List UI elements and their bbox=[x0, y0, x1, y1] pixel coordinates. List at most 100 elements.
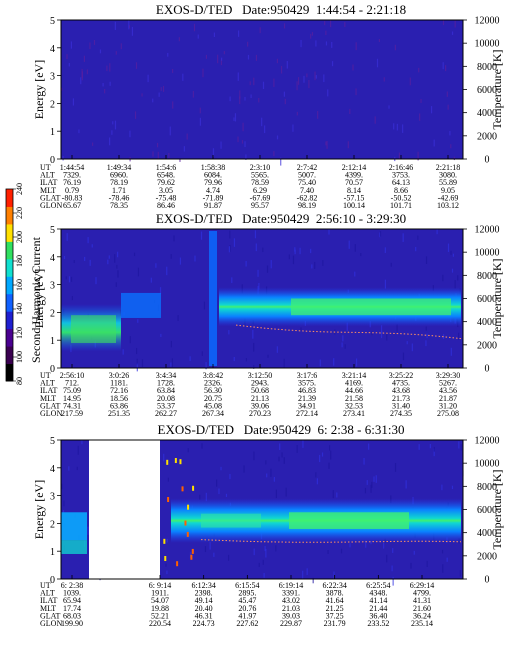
ephemeris-cell: 63.84 bbox=[157, 386, 175, 395]
heatmap-texture bbox=[270, 260, 272, 269]
heatmap-texture bbox=[365, 540, 367, 548]
y-tick-label: 3 bbox=[50, 72, 55, 83]
heatmap-texture bbox=[102, 83, 104, 87]
heatmap-texture bbox=[329, 20, 332, 28]
heatmap-texture bbox=[89, 259, 91, 266]
ephemeris-cell: 32.53 bbox=[345, 401, 363, 410]
y2-tick-label: 0 bbox=[485, 575, 490, 586]
heatmap-texture bbox=[451, 485, 454, 490]
heatmap-texture bbox=[107, 259, 109, 265]
heatmap-texture bbox=[314, 261, 316, 269]
heatmap-texture bbox=[275, 489, 277, 499]
colorbar-swatch bbox=[6, 206, 13, 225]
colorbar-swatches bbox=[6, 189, 13, 382]
ephemeris-cell: 2:3:10 bbox=[250, 163, 270, 172]
heatmap-texture bbox=[99, 49, 102, 54]
heatmap-texture bbox=[91, 244, 93, 248]
ephemeris-cell: 86.46 bbox=[157, 201, 175, 210]
colorbar-swatch bbox=[6, 293, 13, 312]
heatmap-texture bbox=[328, 462, 330, 469]
y2-tick-label: 8000 bbox=[477, 482, 497, 493]
ephemeris-cell: 52.21 bbox=[151, 611, 169, 620]
heatmap-texture bbox=[317, 111, 319, 119]
heatmap-texture bbox=[221, 57, 223, 61]
heatmap-texture bbox=[383, 77, 385, 82]
heatmap-texture bbox=[114, 120, 117, 130]
ephemeris-cell: 3:29:30 bbox=[436, 371, 460, 380]
ephemeris-cell: -75.48 bbox=[156, 193, 177, 202]
ephemeris-cell: 79.96 bbox=[204, 178, 222, 187]
heatmap-texture bbox=[152, 98, 154, 103]
ephemeris-cell: 101.71 bbox=[390, 201, 412, 210]
heatmap-texture bbox=[270, 468, 272, 477]
ephemeris-cell: 4169. bbox=[345, 379, 363, 388]
ephemeris-cell: 6:25:54 bbox=[366, 581, 390, 590]
heatmap-texture bbox=[205, 492, 207, 502]
heatmap-texture bbox=[63, 255, 66, 260]
heatmap-texture bbox=[197, 34, 199, 39]
heatmap-texture bbox=[340, 548, 343, 554]
heatmap-texture bbox=[152, 151, 154, 157]
ephemeris-row-label: ALT bbox=[40, 589, 55, 598]
heatmap-texture bbox=[237, 30, 240, 37]
heatmap-texture bbox=[220, 141, 222, 149]
heatmap-texture bbox=[259, 27, 261, 34]
ephemeris-row-label: MLT bbox=[40, 394, 56, 403]
ephemeris-cell: 3:12:50 bbox=[248, 371, 272, 380]
heatmap-texture bbox=[325, 41, 328, 46]
colorbar-tick-label: 80 bbox=[15, 377, 24, 385]
y2-tick-label: 4000 bbox=[477, 108, 497, 119]
heatmap-texture bbox=[294, 247, 296, 252]
heatmap-texture bbox=[410, 562, 412, 569]
heatmap-speckle bbox=[186, 531, 189, 537]
ephemeris-cell: 1:44:54 bbox=[60, 163, 84, 172]
heatmap-texture bbox=[108, 255, 110, 259]
ephemeris-cell: 21.13 bbox=[251, 394, 269, 403]
heatmap-texture bbox=[65, 276, 67, 280]
heatmap-texture bbox=[187, 448, 189, 453]
y-axis-label: Energy [eV] bbox=[32, 269, 46, 328]
heatmap-texture bbox=[447, 243, 450, 252]
heatmap-texture bbox=[300, 327, 302, 331]
heatmap-texture bbox=[136, 347, 138, 355]
ephemeris-cell: 6960. bbox=[110, 171, 128, 180]
colorbar-swatch bbox=[6, 189, 13, 207]
y2-tick-label: 12000 bbox=[475, 225, 500, 236]
heatmap-texture bbox=[73, 260, 75, 264]
heatmap-texture bbox=[253, 77, 255, 86]
heatmap-texture bbox=[241, 140, 244, 144]
heatmap-texture bbox=[280, 157, 282, 166]
ephemeris-cell: 76.19 bbox=[63, 178, 81, 187]
colorbar-ticks: 240 220 200 180 160 140 120 100 80 bbox=[13, 183, 24, 385]
ephemeris-cell: 45.47 bbox=[238, 596, 256, 605]
heatmap-texture bbox=[167, 477, 169, 482]
heatmap-texture bbox=[406, 341, 408, 345]
ephemeris-cell: 233.52 bbox=[367, 619, 389, 628]
heatmap-texture bbox=[329, 445, 331, 451]
heatmap-texture bbox=[244, 96, 246, 101]
ephemeris-cell: 14.95 bbox=[63, 394, 81, 403]
heatmap-band-core bbox=[201, 513, 261, 528]
heatmap-texture bbox=[433, 139, 435, 147]
heatmap-texture bbox=[62, 156, 64, 161]
heatmap-texture bbox=[166, 266, 168, 276]
heatmap-texture bbox=[141, 93, 143, 97]
heatmap-texture bbox=[264, 546, 266, 552]
heatmap-texture bbox=[253, 342, 255, 352]
heatmap-texture bbox=[354, 244, 356, 252]
colorbar-label: Second Harmonic Current bbox=[29, 236, 43, 363]
colorbar-swatch bbox=[6, 241, 13, 260]
colorbar-tick-label: 140 bbox=[15, 303, 24, 315]
heatmap-speckle bbox=[174, 458, 177, 464]
heatmap-texture bbox=[379, 232, 381, 238]
heatmap-texture bbox=[203, 301, 206, 310]
ephemeris-cell: 75.09 bbox=[63, 386, 81, 395]
heatmap-texture bbox=[283, 23, 286, 29]
heatmap-texture bbox=[229, 244, 231, 252]
ephemeris-cell: -50.52 bbox=[391, 193, 412, 202]
heatmap-texture bbox=[189, 356, 191, 361]
heatmap-texture bbox=[316, 478, 318, 485]
heatmap-texture bbox=[112, 121, 114, 125]
ephemeris-cell: 98.19 bbox=[298, 201, 316, 210]
